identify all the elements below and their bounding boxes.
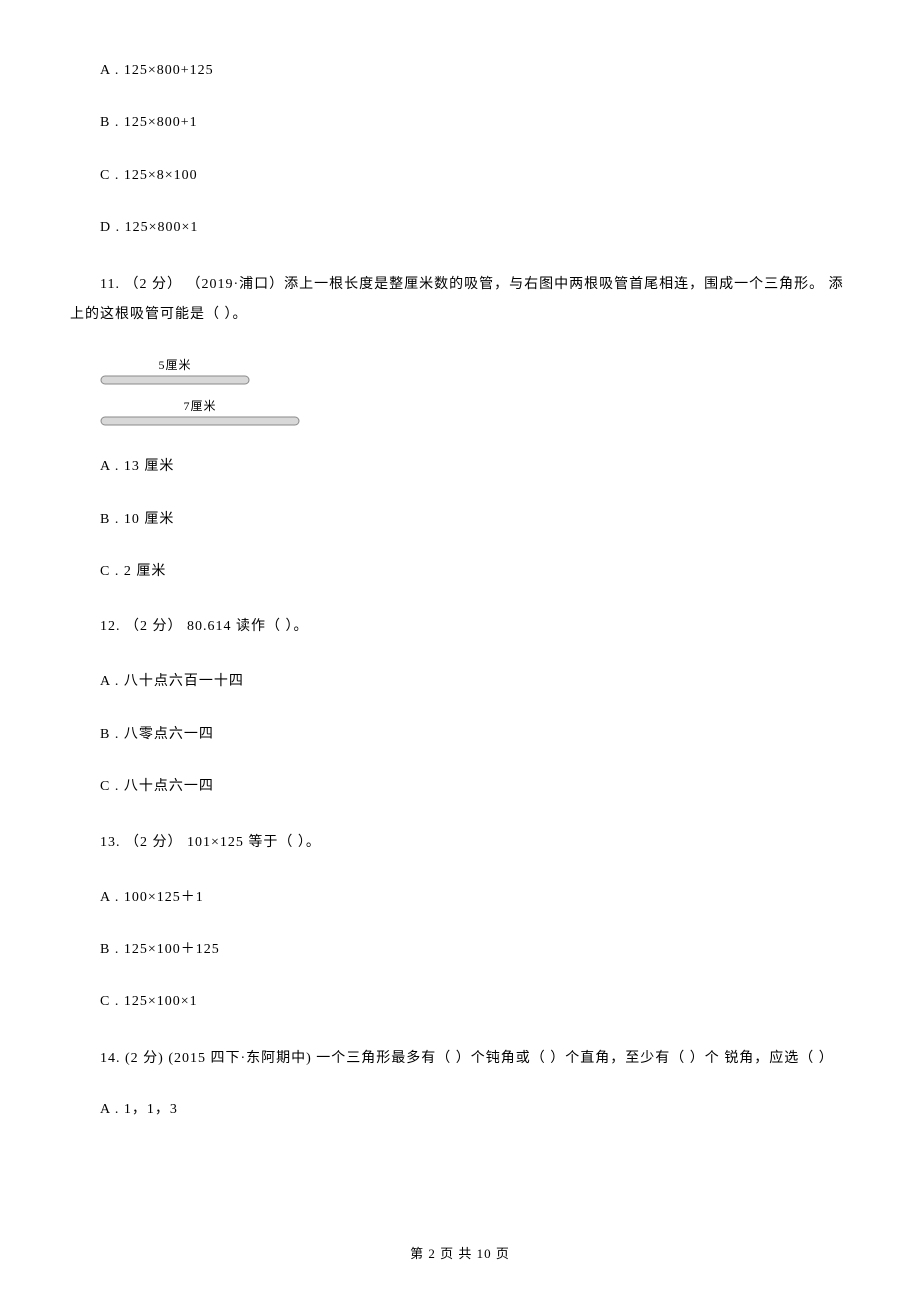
page-content: A . 125×800+125 B . 125×800+1 C . 125×8×… <box>0 0 920 1122</box>
q13-option-a: A . 100×125＋1 <box>70 887 850 909</box>
q10-option-a: A . 125×800+125 <box>70 60 850 82</box>
q11-line1: 11. （2 分） （2019·浦口）添上一根长度是整厘米数的吸管，与右图中两根… <box>70 277 824 292</box>
q12-option-b: B . 八零点六一四 <box>70 724 850 746</box>
q13-option-b: B . 125×100＋125 <box>70 939 850 961</box>
q10-option-d: D . 125×800×1 <box>70 217 850 239</box>
q14-text: 14. (2 分) (2015 四下·东阿期中) 一个三角形最多有（ ）个钝角或… <box>70 1044 850 1075</box>
q11-option-a: A . 13 厘米 <box>70 456 850 478</box>
q12-option-a: A . 八十点六百一十四 <box>70 671 850 693</box>
q14-option-a: A . 1，1，3 <box>70 1099 850 1121</box>
straw-5cm: 5厘米 <box>100 356 850 385</box>
q12-option-c: C . 八十点六一四 <box>70 776 850 798</box>
straw-7cm-label: 7厘米 <box>100 397 300 414</box>
straw-5cm-shape <box>100 375 250 385</box>
page-footer: 第 2 页 共 10 页 <box>0 1243 920 1262</box>
q10-option-b: B . 125×800+1 <box>70 112 850 134</box>
q11-text: 11. （2 分） （2019·浦口）添上一根长度是整厘米数的吸管，与右图中两根… <box>70 270 850 332</box>
straw-7cm: 7厘米 <box>100 397 850 426</box>
q13-text: 13. （2 分） 101×125 等于（ ）。 <box>70 829 850 857</box>
q12-text: 12. （2 分） 80.614 读作（ ）。 <box>70 613 850 641</box>
q11-diagram: 5厘米 7厘米 <box>100 356 850 426</box>
q14-line2: 锐角，应选（ ） <box>724 1051 834 1066</box>
q13-option-c: C . 125×100×1 <box>70 991 850 1013</box>
straw-5cm-label: 5厘米 <box>100 356 250 373</box>
q11-option-b: B . 10 厘米 <box>70 509 850 531</box>
q10-option-c: C . 125×8×100 <box>70 165 850 187</box>
q11-option-c: C . 2 厘米 <box>70 561 850 583</box>
straw-7cm-shape <box>100 416 300 426</box>
q14-line1: 14. (2 分) (2015 四下·东阿期中) 一个三角形最多有（ ）个钝角或… <box>70 1051 720 1066</box>
